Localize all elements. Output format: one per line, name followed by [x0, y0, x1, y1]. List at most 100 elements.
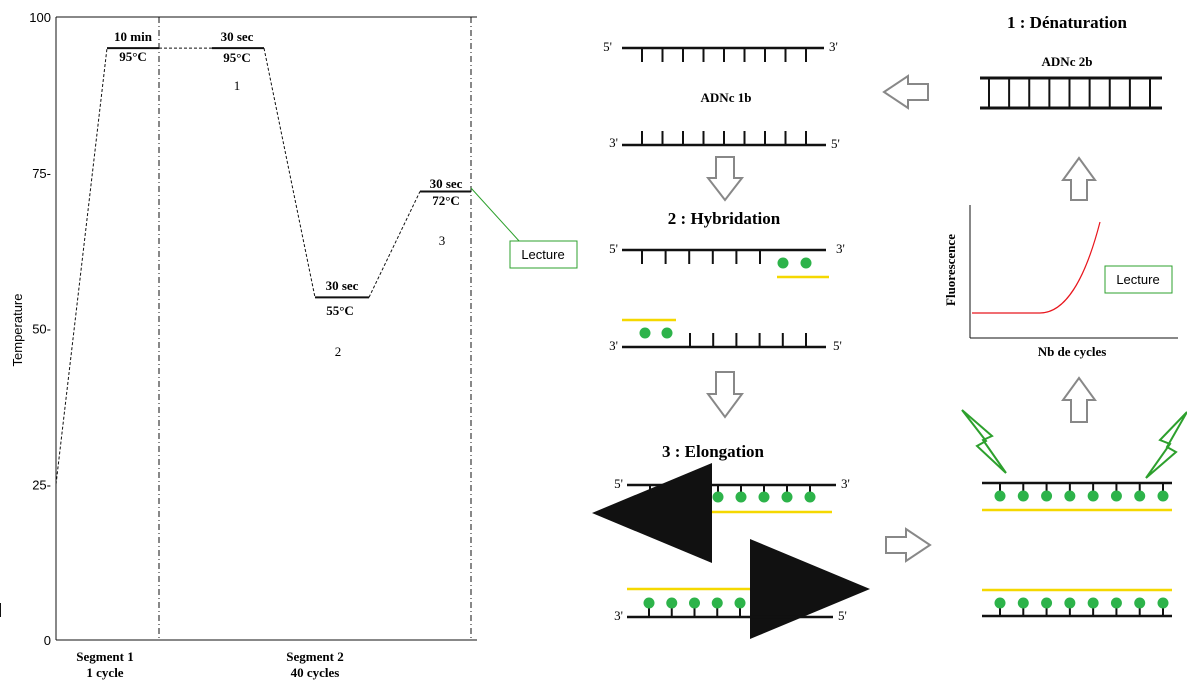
step-temp-label: 72°C — [432, 193, 460, 208]
probe-dot — [1134, 597, 1146, 609]
probe-dot — [800, 257, 812, 269]
polymerase-icon — [670, 498, 706, 527]
three-prime-label: 3' — [841, 476, 850, 491]
step-time-label: 10 min — [114, 29, 153, 44]
hollow-arrow-down-icon — [705, 156, 745, 202]
five-prime-label: 5' — [831, 136, 840, 151]
probe-dot — [758, 491, 770, 503]
probe-dot — [777, 257, 789, 269]
probe-dot — [639, 327, 651, 339]
hollow-arrow-right-icon — [885, 527, 932, 563]
probe-dot — [711, 597, 723, 609]
probe-dot — [781, 491, 793, 503]
fluorescence-chart: Fluorescence Nb de cycles Lecture — [943, 205, 1178, 359]
single-strand-dna-pair: 5' 3' ADNc 1b 3' 5' — [603, 39, 840, 151]
hollow-arrow-up-icon — [1061, 156, 1097, 201]
five-prime-label: 5' — [609, 241, 618, 256]
ramp-segment — [368, 191, 421, 298]
probe-dot — [712, 491, 724, 503]
probe-dot — [1041, 597, 1053, 609]
step-number: 1 — [234, 78, 241, 93]
y-tick-label: 25- — [32, 477, 51, 492]
probe-dot — [661, 327, 673, 339]
step-time-label: 30 sec — [326, 278, 359, 293]
reading-label: Lecture — [1116, 272, 1159, 287]
reading-label: Lecture — [521, 247, 564, 262]
elongation-title: 3 : Elongation — [662, 442, 765, 461]
probe-dot — [643, 597, 655, 609]
hollow-arrow-down-icon — [706, 371, 744, 419]
probe-dot — [1157, 490, 1169, 502]
y-tick-label: 50- — [32, 322, 51, 337]
three-prime-label: 3' — [614, 608, 623, 623]
probe-dot — [1017, 597, 1029, 609]
five-prime-label: 5' — [833, 338, 842, 353]
segment-name: Segment 1 — [76, 649, 133, 664]
denaturation-title: 1 : Dénaturation — [1007, 13, 1127, 32]
probe-dot — [804, 491, 816, 503]
temperature-profile-chart: 025-50-75-100 Temperature 10 min 95°C 30… — [10, 10, 578, 680]
probe-dot — [1110, 597, 1122, 609]
three-prime-label: 3' — [829, 39, 838, 54]
y-tick-label: 100 — [29, 10, 51, 25]
elongation-strands: 5' 3' 3' 5' — [0, 463, 870, 639]
hybridation-title: 2 : Hybridation — [668, 209, 781, 228]
five-prime-label: 5' — [614, 476, 623, 491]
ramp-segment — [263, 48, 316, 298]
reading-box — [509, 240, 578, 269]
probe-dot — [734, 597, 746, 609]
three-prime-label: 3' — [609, 135, 618, 150]
step-temp-label: 55°C — [326, 303, 354, 318]
polymerase-icon — [754, 574, 790, 603]
cdna-2b-label: ADNc 2b — [1042, 54, 1093, 69]
step-temp-label: 95°C — [119, 49, 147, 64]
five-prime-label: 5' — [603, 39, 612, 54]
probe-dot — [1064, 490, 1076, 502]
three-prime-label: 3' — [609, 338, 618, 353]
y-tick-label: 0 — [44, 633, 51, 648]
y-ticks: 0 25- 50- 75- 100 — [29, 10, 51, 648]
three-prime-label: 3' — [836, 241, 845, 256]
probe-dot — [689, 597, 700, 609]
y-tick-label: 75- — [32, 166, 51, 181]
double-strand-dna — [980, 76, 1162, 110]
probe-dot — [1087, 597, 1099, 609]
lightning-icon — [1145, 411, 1187, 479]
probe-dot — [1064, 597, 1076, 609]
temperature-profile — [55, 47, 471, 485]
probe-dot — [666, 597, 678, 609]
reading-box — [1104, 265, 1173, 294]
y-axis-label: Temperature — [10, 294, 25, 367]
probe-dot — [1087, 490, 1099, 502]
step-time-label: 30 sec — [221, 29, 254, 44]
step-time-label: 30 sec — [430, 176, 463, 191]
pcr-steps-diagram: 1 : Dénaturation ADNc 2b 5' 3' ADNc 1b 3… — [0, 13, 1187, 639]
probe-dot — [1041, 490, 1053, 502]
probe-dot — [1157, 597, 1169, 609]
probe-dot — [1110, 490, 1122, 502]
hollow-arrow-up-icon — [1061, 376, 1097, 423]
five-prime-label: 5' — [838, 608, 847, 623]
reading-pointer — [470, 187, 521, 243]
probe-dot — [994, 597, 1006, 609]
segment-name: Segment 2 — [286, 649, 343, 664]
probe-dot — [1017, 490, 1029, 502]
fluorescence-axis-label: Fluorescence — [943, 234, 958, 306]
probe-dot — [994, 490, 1006, 502]
ramp-segment — [55, 48, 108, 485]
labelled-product-strands — [982, 481, 1172, 618]
probe-dot — [1134, 490, 1146, 502]
hybridation-strands: 5' 3' 3' 5' — [609, 241, 845, 353]
step-number: 2 — [335, 344, 342, 359]
fluorescence-curve — [972, 221, 1101, 314]
step-number: 3 — [439, 233, 446, 248]
cdna-1b-label: ADNc 1b — [701, 90, 752, 105]
cycles-axis-label: Nb de cycles — [1038, 344, 1107, 359]
lightning-icon — [961, 409, 1007, 474]
hollow-arrow-left-icon — [882, 74, 929, 110]
step-temp-label: 95°C — [223, 50, 251, 65]
segment-cycles: 1 cycle — [86, 665, 123, 680]
probe-dot — [735, 491, 747, 503]
segment-cycles: 40 cycles — [291, 665, 340, 680]
